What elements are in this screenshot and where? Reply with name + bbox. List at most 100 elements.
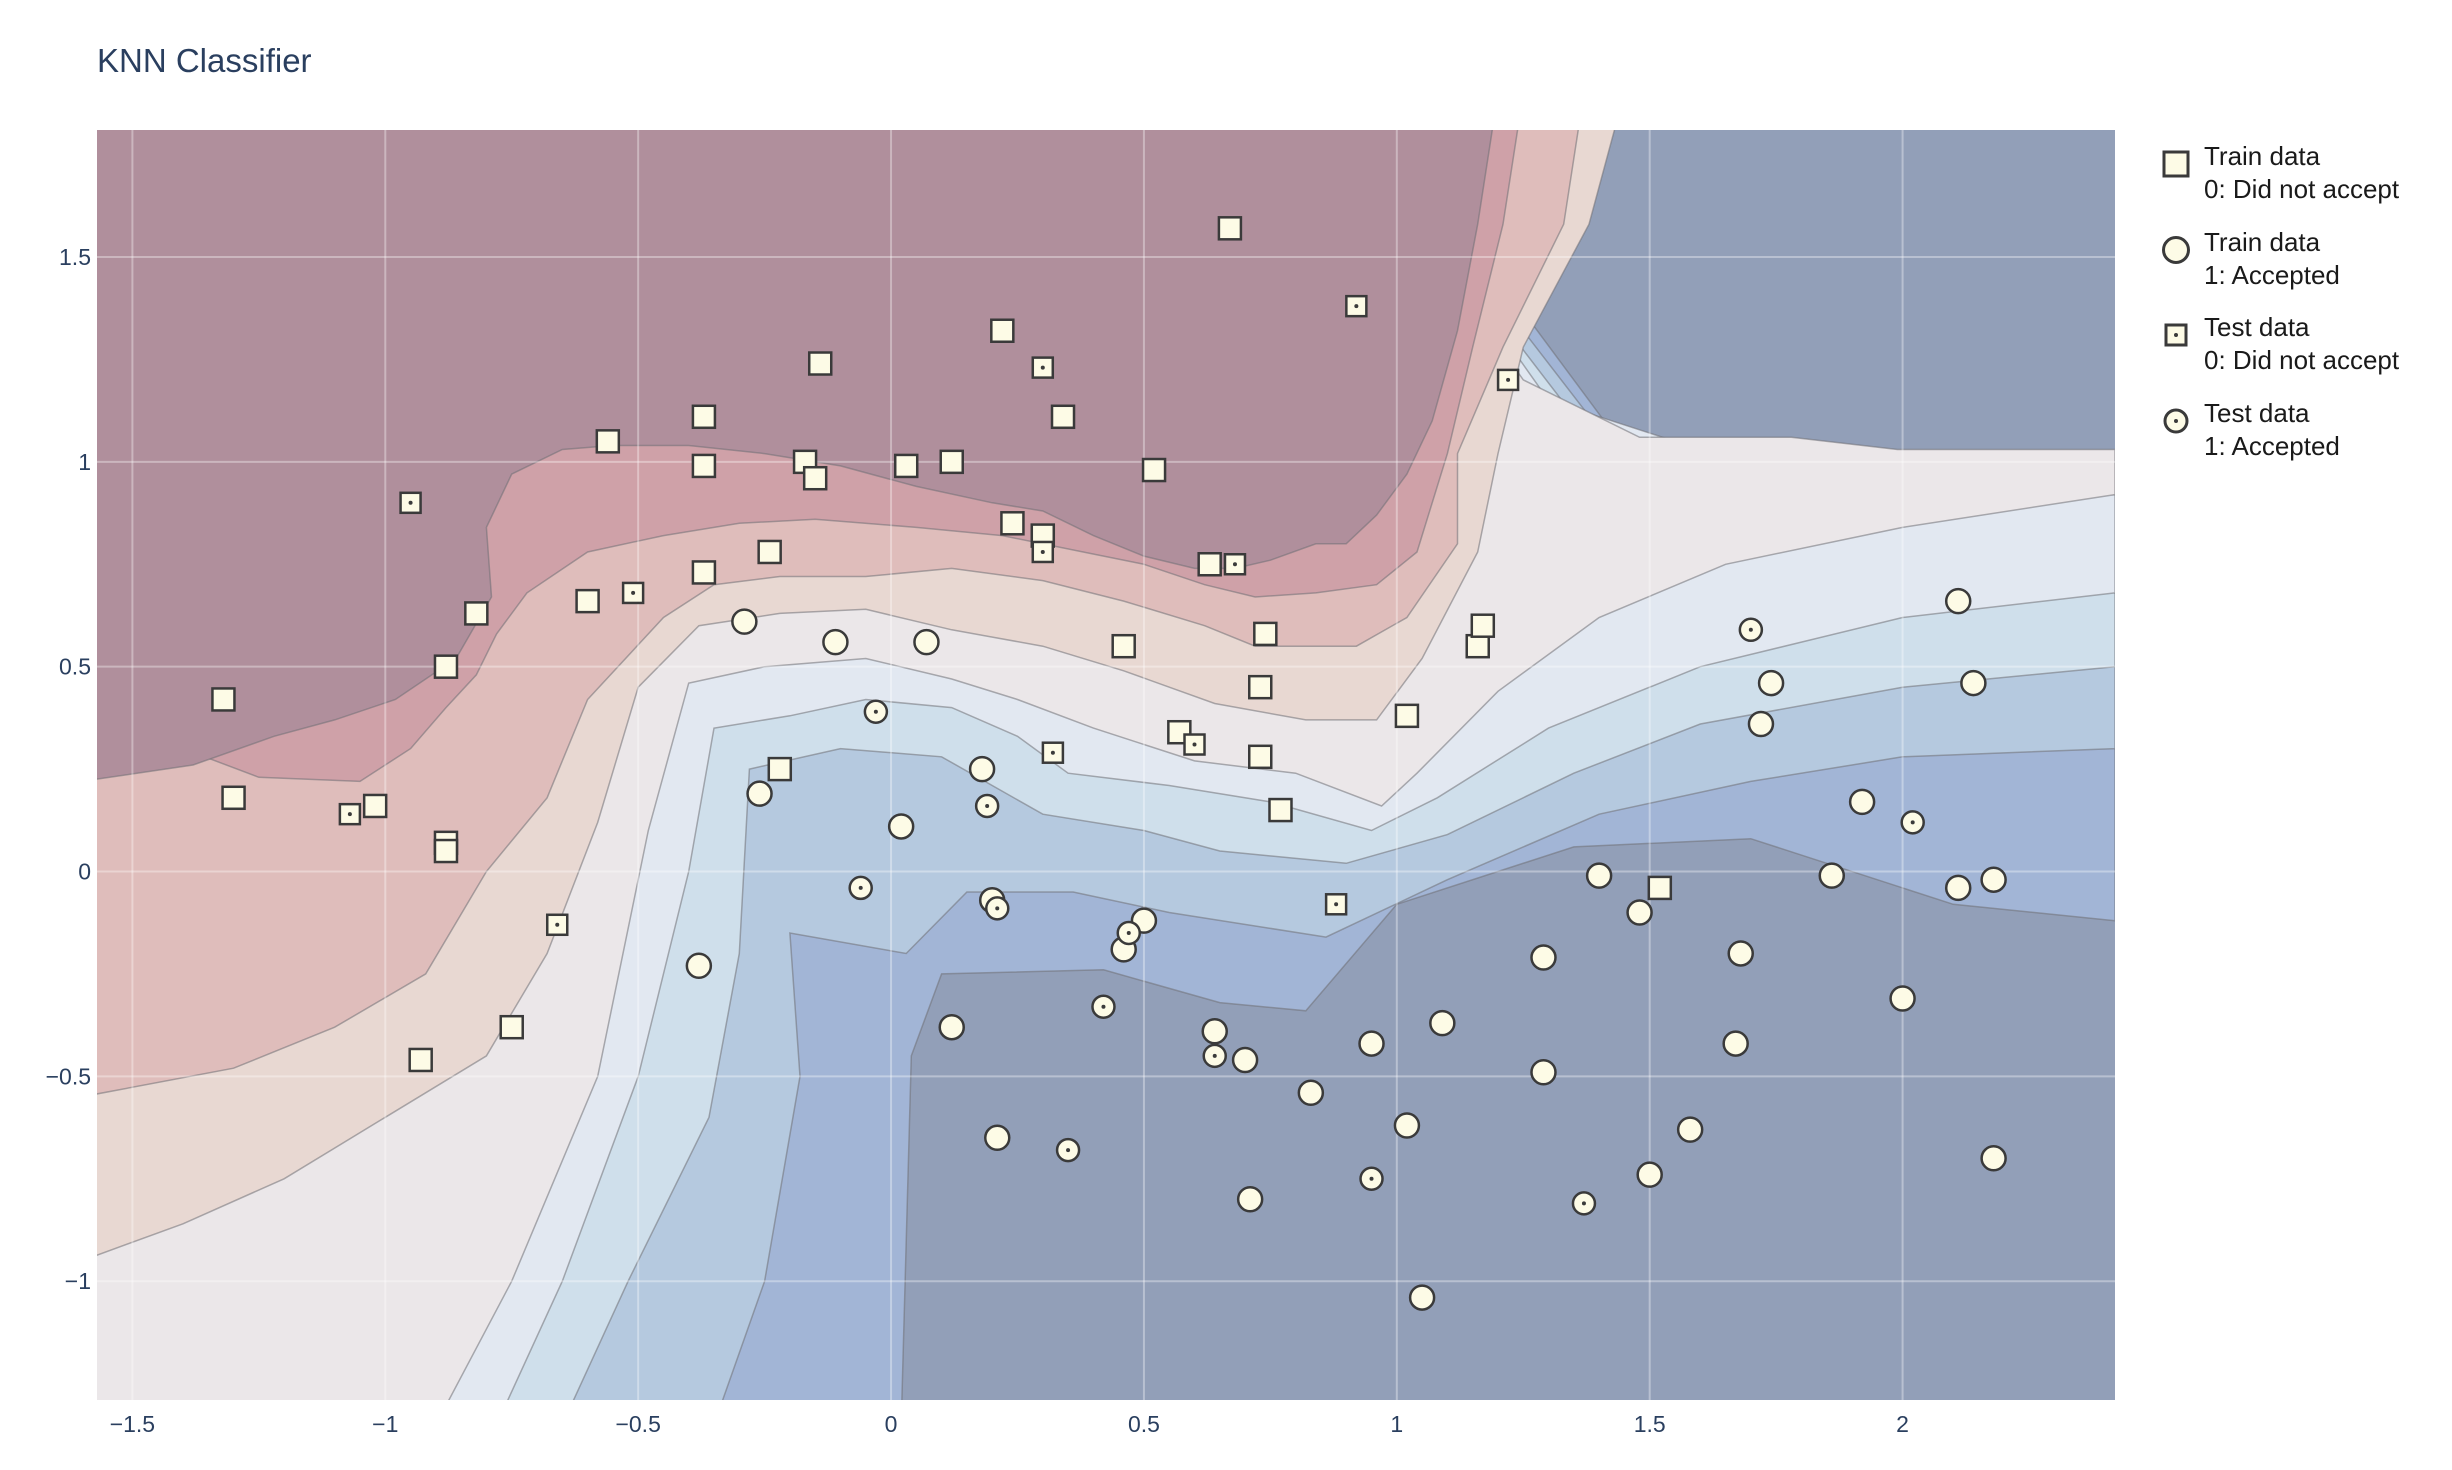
test-class1-point	[1359, 1166, 1384, 1192]
train-class0-point	[362, 793, 388, 819]
train-class0-point	[802, 465, 828, 491]
train-class1-point	[1757, 669, 1785, 697]
legend[interactable]: Train data 0: Did not accept Train data 1:…	[2158, 136, 2448, 478]
test-class1-point	[1738, 617, 1764, 643]
train-class1-point	[1530, 1059, 1557, 1086]
legend-label-line2: 0: Did not accept	[2204, 345, 2400, 375]
train-class0-point	[408, 1047, 433, 1073]
test-class0-point	[621, 581, 645, 605]
y-tick-label: 1.5	[59, 244, 91, 270]
train-class1-point	[1358, 1030, 1385, 1057]
train-class1-point	[746, 780, 773, 807]
y-tick-label: −0.5	[46, 1063, 91, 1089]
test-class1-point	[1116, 920, 1142, 946]
train-class0-point	[211, 687, 236, 712]
train-class0-point	[990, 318, 1015, 343]
legend-label-line1: Test data	[2204, 397, 2310, 428]
x-tick-label: 1	[1390, 1411, 1403, 1437]
train-class0-point	[221, 785, 246, 811]
train-class1-point	[1429, 1009, 1456, 1037]
train-class0-point	[807, 351, 833, 376]
legend-item-train-1[interactable]: Train data 1: Accepted	[2158, 222, 2448, 308]
test-class1-point	[1091, 994, 1116, 1019]
train-class0-point	[893, 453, 919, 479]
train-class1-point	[1676, 1116, 1704, 1143]
test-class0-point	[1496, 368, 1520, 392]
test-class1-point	[1900, 810, 1925, 835]
train-class1-point	[1818, 862, 1846, 889]
train-class0-point	[433, 654, 459, 679]
train-class0-point	[499, 1014, 524, 1040]
train-class0-point	[1050, 404, 1076, 430]
x-tick-label: 1.5	[1634, 1411, 1666, 1437]
train-class1-point	[1944, 874, 1972, 902]
train-class1-point	[913, 628, 940, 656]
train-class1-point	[1297, 1079, 1325, 1106]
train-class1-point	[1408, 1284, 1436, 1311]
train-class0-point	[1647, 875, 1673, 901]
train-class1-point	[1727, 940, 1754, 967]
test-class1-point	[848, 875, 873, 901]
test-class0-point	[1324, 893, 1348, 916]
train-class0-point	[1111, 633, 1136, 659]
train-class0-point	[433, 838, 459, 864]
legend-label-line1: Train data	[2204, 226, 2321, 257]
train-class1-point	[1626, 899, 1653, 926]
test-class1-point	[974, 793, 1000, 819]
train-class1-point	[1231, 1046, 1259, 1074]
axis-ticks: −1.5 −1 −0.5 0 0.5 1 1.5 2 −1 −0.5 0 0.5 1 1.5	[46, 244, 1909, 1437]
x-tick-label: −0.5	[615, 1411, 660, 1437]
train-class1-point	[822, 628, 849, 656]
test-class1-point	[1055, 1137, 1081, 1163]
train-class0-point	[691, 453, 717, 479]
train-class0-point	[1141, 457, 1167, 483]
legend-label-line2: 1: Accepted	[2204, 430, 2340, 461]
x-tick-label: 2	[1896, 1411, 1909, 1437]
grid-lines	[97, 130, 2115, 1400]
x-tick-label: −1	[372, 1411, 398, 1437]
train-class1-point	[1585, 862, 1613, 889]
x-tick-label: 0	[885, 1411, 898, 1437]
train-class0-point	[1000, 511, 1025, 536]
train-class1-point	[731, 608, 758, 635]
train-class0-point	[595, 429, 621, 454]
test-class0-point	[1223, 553, 1247, 576]
train-class1-point	[938, 1013, 965, 1041]
chart-title: KNN Classifier	[97, 42, 312, 79]
train-class1-point	[984, 1124, 1011, 1152]
train-class1-point	[1980, 866, 2007, 893]
train-class1-point	[1747, 710, 1775, 738]
x-tick-label: −1.5	[110, 1411, 155, 1437]
train-class1-point	[1530, 944, 1557, 971]
train-class1-point	[1236, 1186, 1264, 1213]
train-class0-point	[939, 449, 964, 475]
train-class0-point	[1268, 797, 1293, 823]
decision-surface	[97, 130, 2115, 1400]
circle-dot-marker-icon	[2163, 408, 2189, 433]
test-class0-point	[1031, 540, 1055, 564]
train-class1-point	[1980, 1145, 2007, 1172]
train-class1-point	[887, 813, 915, 840]
legend-label-line1: Train data	[2204, 141, 2321, 171]
legend-label-line1: Test data	[2204, 312, 2310, 342]
y-tick-label: 1	[78, 449, 91, 475]
test-class1-point	[863, 699, 889, 724]
train-class1-point	[1636, 1161, 1663, 1188]
legend-item-test-0[interactable]: Test data 0: Did not accept	[2158, 307, 2448, 393]
y-tick-label: 0.5	[59, 654, 91, 680]
train-class1-point	[1201, 1018, 1228, 1045]
train-class0-point	[1197, 552, 1222, 577]
legend-item-train-0[interactable]: Train data 0: Did not accept	[2158, 136, 2448, 222]
data-markers	[211, 216, 2007, 1311]
train-class0-point	[464, 601, 489, 626]
train-class0-point	[1217, 216, 1243, 241]
train-class0-point	[575, 588, 600, 614]
x-tick-label: 0.5	[1128, 1411, 1160, 1437]
train-class0-point	[767, 756, 793, 782]
train-class1-point	[685, 952, 713, 979]
legend-label-line2: 1: Accepted	[2204, 259, 2340, 290]
legend-label-line2: 0: Did not accept	[2204, 174, 2400, 204]
train-class0-point	[1394, 703, 1420, 729]
legend-item-test-1[interactable]: Test data 1: Accepted	[2158, 393, 2448, 479]
